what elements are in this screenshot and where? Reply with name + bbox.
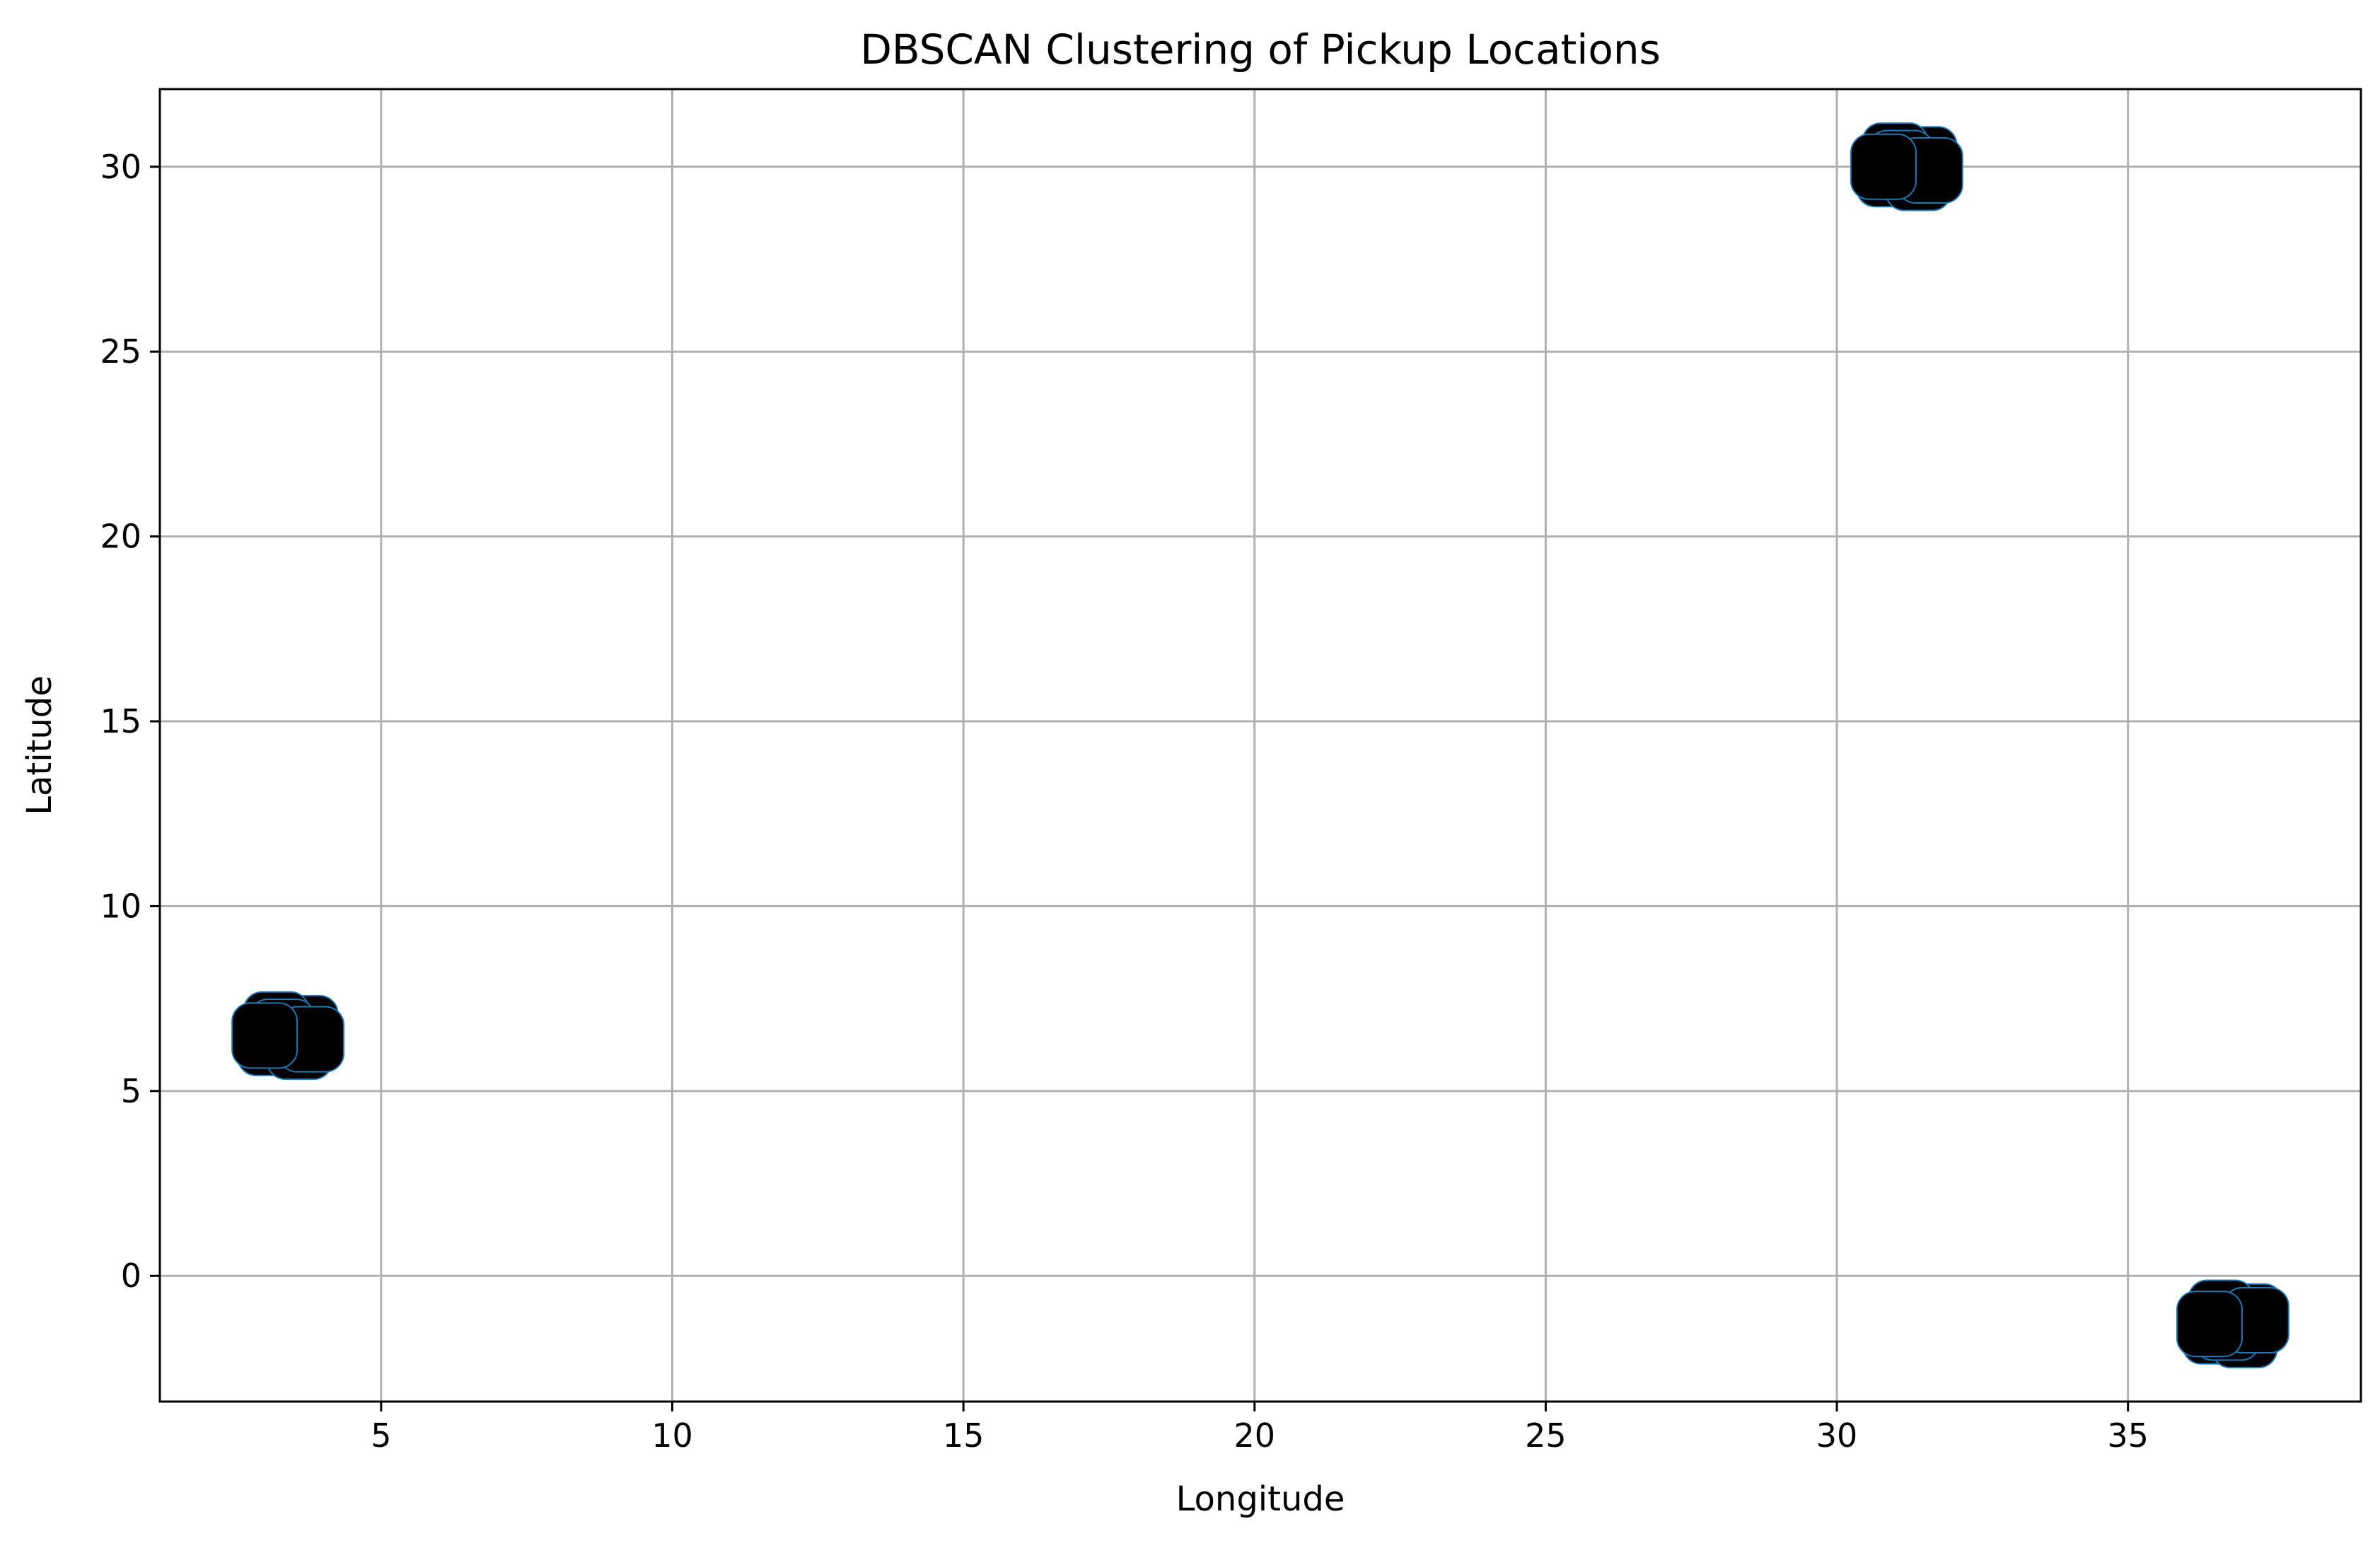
x-tick-label: 20 [1233,1416,1275,1455]
y-axis-label: Latitude [20,675,59,815]
y-tick-label: 10 [100,887,141,925]
y-tick-label: 30 [100,148,141,186]
chart-title: DBSCAN Clustering of Pickup Locations [860,25,1661,74]
y-tick-label: 5 [121,1072,141,1110]
axis-ticks: 5 10 15 20 25 30 35 0 5 10 15 20 25 30 [100,148,2149,1455]
scatter-point [1850,133,1917,200]
x-axis-label: Longitude [1176,1479,1345,1519]
x-tick-label: 30 [1816,1416,1858,1455]
x-tick-label: 15 [943,1416,985,1455]
y-tick-label: 0 [121,1257,141,1295]
y-tick-label: 20 [100,518,141,556]
x-tick-label: 35 [2107,1416,2149,1455]
grid-lines [160,89,2361,1402]
scatter-point [231,1002,298,1069]
data-points [231,122,2289,1368]
x-tick-label: 10 [651,1416,693,1455]
x-tick-label: 25 [1525,1416,1567,1455]
y-tick-label: 25 [100,332,141,371]
plot-frame [158,88,2362,1403]
y-tick-label: 15 [100,702,141,740]
scatter-point [2176,1291,2243,1358]
x-tick-label: 5 [371,1416,391,1455]
